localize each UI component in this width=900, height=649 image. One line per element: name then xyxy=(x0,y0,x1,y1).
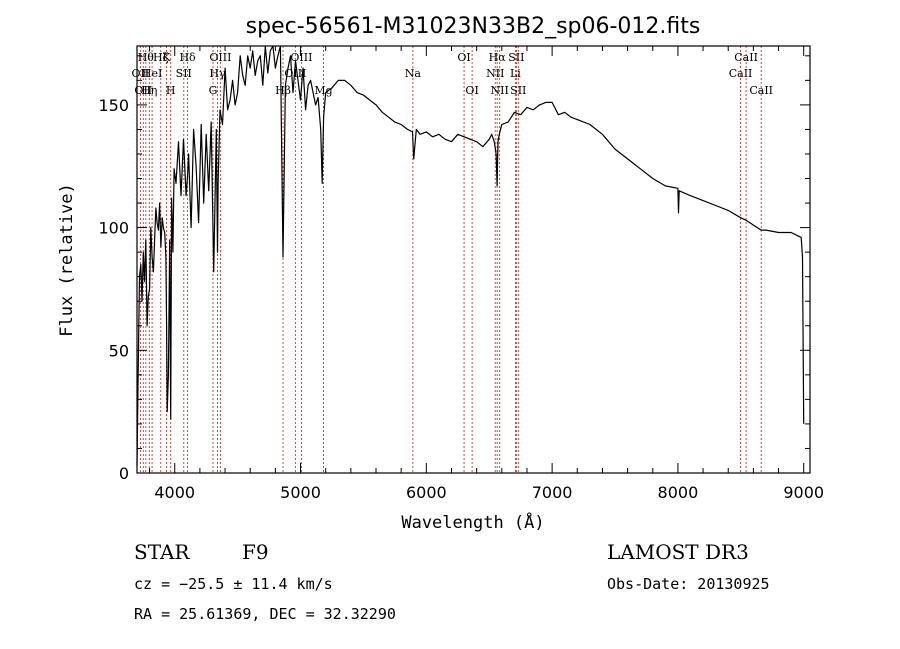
line-label-5893: Na xyxy=(405,67,422,80)
line-label-4304: G xyxy=(209,84,218,97)
object-class: STAR xyxy=(134,540,190,564)
emission-line-markers xyxy=(139,46,762,473)
line-label-4959: OIII xyxy=(284,67,306,80)
survey-name: LAMOST DR3 xyxy=(607,540,749,564)
line-label-4102: Hδ xyxy=(179,51,196,64)
line-label-3820: HeI xyxy=(142,67,162,80)
y-tick-labels: 0 50 100 150 xyxy=(98,96,129,483)
line-label-5007: OIII xyxy=(290,51,312,64)
x-axis-label: Wavelength (Å) xyxy=(401,511,544,533)
spectrum-line xyxy=(136,45,805,466)
line-label-3968: H xyxy=(166,84,176,97)
redshift-cz: cz = −25.5 ± 11.4 km/s xyxy=(134,575,333,593)
line-label-8542: CaII xyxy=(734,51,758,64)
line-label-6563: Hα xyxy=(489,51,507,64)
line-label-3798: Hη xyxy=(141,84,157,97)
axis-ticks xyxy=(137,46,810,473)
line-label-6300: OI xyxy=(457,51,470,64)
line-label-6716: SII xyxy=(508,51,524,64)
coordinates: RA = 25.61369, DEC = 32.32290 xyxy=(134,605,396,623)
line-label-6731: SII xyxy=(510,84,526,97)
line-label-3934: K xyxy=(162,51,171,64)
line-label-6708: Li xyxy=(510,67,521,80)
line-label-6583: NII xyxy=(491,84,509,97)
x-tick-labels: 4000 5000 6000 7000 8000 9000 xyxy=(154,483,824,502)
line-label-6548: NII xyxy=(486,67,504,80)
chart-title: spec-56561-M31023N33B2_sp06-012.fits xyxy=(246,14,701,39)
line-label-4340: Hγ xyxy=(209,67,226,80)
y-tick-label-150: 150 xyxy=(98,96,129,115)
observation-date: Obs-Date: 20130925 xyxy=(607,575,770,593)
y-tick-label-50: 50 xyxy=(109,341,129,360)
line-label-3770: Hθ xyxy=(138,51,155,64)
line-label-3750: OII xyxy=(134,84,152,97)
line-label-4363: OIII xyxy=(209,51,231,64)
line-label-5183: Mg xyxy=(314,84,332,97)
x-tick-label-6000: 6000 xyxy=(406,483,447,502)
line-label-3889: Hζ xyxy=(153,51,169,64)
x-tick-label-9000: 9000 xyxy=(783,483,824,502)
y-tick-label-100: 100 xyxy=(98,219,129,238)
y-tick-label-0: 0 xyxy=(119,464,129,483)
line-label-6364: OI xyxy=(465,84,478,97)
x-tick-label-8000: 8000 xyxy=(658,483,699,502)
line-label-3727: OII xyxy=(132,67,150,80)
x-tick-label-7000: 7000 xyxy=(532,483,573,502)
object-subclass: F9 xyxy=(242,540,269,564)
line-label-8662: CaII xyxy=(749,84,773,97)
emission-line-labels: OIIOIIHθHηHeIHζKHSIIHδGHγOIIIHβOIIIOIIIM… xyxy=(132,51,773,97)
y-axis-label: Flux (relative) xyxy=(57,183,77,337)
x-tick-label-5000: 5000 xyxy=(280,483,321,502)
line-label-4072: SII xyxy=(176,67,192,80)
line-label-8498: CaII xyxy=(729,67,753,80)
x-tick-label-4000: 4000 xyxy=(154,483,195,502)
line-label-4861: Hβ xyxy=(275,84,291,97)
plot-frame xyxy=(136,45,811,474)
